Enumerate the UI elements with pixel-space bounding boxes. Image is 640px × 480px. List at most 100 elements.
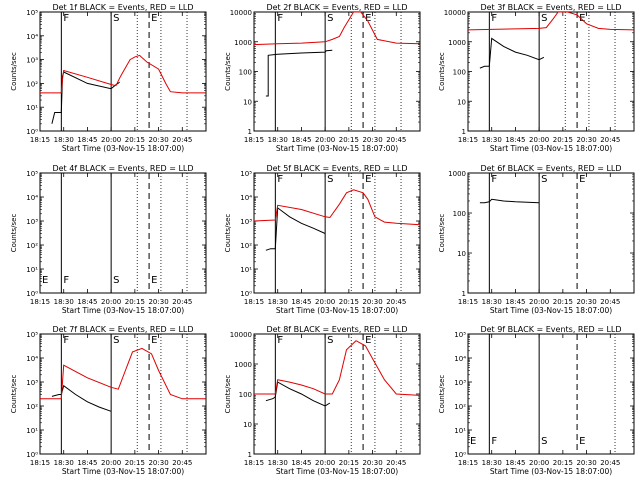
panel-title: Det 1f BLACK = Events, RED = LLD bbox=[52, 3, 193, 12]
x-tick-label: 18:30 bbox=[482, 459, 502, 467]
y-tick-label: 10² bbox=[26, 403, 38, 411]
y-tick-label: 1 bbox=[248, 128, 252, 136]
y-tick-label: 10³ bbox=[454, 379, 466, 387]
x-tick-label: 18:30 bbox=[54, 136, 74, 144]
x-tick-label: 18:45 bbox=[77, 459, 97, 467]
x-tick-label: 18:30 bbox=[54, 459, 74, 467]
x-tick-label: 18:45 bbox=[505, 298, 525, 306]
marker-label-f: F bbox=[63, 275, 69, 286]
y-tick-label: 10⁰ bbox=[26, 128, 38, 136]
marker-label-s: S bbox=[113, 335, 119, 346]
x-tick-label: 20:30 bbox=[576, 136, 596, 144]
y-tick-label: 1000 bbox=[448, 39, 466, 47]
y-tick-label: 10³ bbox=[26, 379, 38, 387]
y-tick-label: 10⁴ bbox=[26, 33, 38, 41]
panel-det-6: Det 6f BLACK = Events, RED = LLD 1 10 100 10… bbox=[438, 164, 635, 315]
x-axis-title: Start Time (03-Nov-15 18:07:00) bbox=[62, 144, 184, 153]
series-lld-line bbox=[254, 189, 420, 226]
x-tick-label: 18:30 bbox=[482, 136, 502, 144]
y-tick-label: 10 bbox=[457, 98, 466, 106]
x-tick-label: 20:45 bbox=[600, 298, 620, 306]
x-tick-label: 18:45 bbox=[77, 136, 97, 144]
marker-label-f: F bbox=[63, 335, 69, 346]
marker-label-s: S bbox=[541, 13, 547, 24]
panel-det-9: Det 9f BLACK = Events, RED = LLD 10⁰ 10¹ 10… bbox=[438, 325, 635, 476]
x-tick-label: 18:45 bbox=[291, 298, 311, 306]
plot-frame bbox=[39, 11, 207, 132]
x-tick-label: 18:30 bbox=[54, 298, 74, 306]
y-tick-label: 10000 bbox=[230, 331, 252, 339]
y-tick-label: 10⁰ bbox=[26, 290, 38, 298]
series-events-line bbox=[265, 206, 326, 251]
y-axis-title: Counts/sec bbox=[224, 214, 232, 253]
series-events-line bbox=[479, 37, 545, 69]
marker-label-e: E bbox=[579, 436, 585, 447]
marker-label-s: S bbox=[327, 13, 333, 24]
y-tick-label: 10² bbox=[26, 242, 38, 250]
y-tick-label: 10³ bbox=[240, 218, 252, 226]
x-tick-label: 20:00 bbox=[315, 298, 335, 306]
x-tick-label: 20:15 bbox=[339, 298, 359, 306]
x-tick-label: 20:45 bbox=[172, 136, 192, 144]
panel-det-7: Det 7f BLACK = Events, RED = LLD 10⁰ 10¹ 10… bbox=[10, 325, 207, 476]
x-tick-label: 18:15 bbox=[244, 459, 264, 467]
y-tick-label: 10⁵ bbox=[26, 9, 38, 17]
series-lld-line bbox=[40, 54, 206, 94]
x-tick-label: 20:45 bbox=[172, 298, 192, 306]
marker-label-f: F bbox=[491, 13, 497, 24]
marker-label-s: S bbox=[327, 335, 333, 346]
y-tick-label: 10⁴ bbox=[240, 194, 252, 202]
x-axis-title: Start Time (03-Nov-15 18:07:00) bbox=[62, 306, 184, 315]
marker-label-f: F bbox=[277, 13, 283, 24]
x-tick-label: 20:45 bbox=[386, 136, 406, 144]
x-axis-title: Start Time (03-Nov-15 18:07:00) bbox=[490, 144, 612, 153]
y-tick-label: 10² bbox=[240, 242, 252, 250]
x-tick-label: 20:30 bbox=[362, 136, 382, 144]
series-lld-line bbox=[254, 340, 420, 396]
y-tick-label: 10¹ bbox=[240, 266, 252, 274]
y-tick-label: 1 bbox=[248, 451, 252, 459]
x-axis-title: Start Time (03-Nov-15 18:07:00) bbox=[490, 467, 612, 476]
y-tick-label: 10² bbox=[26, 80, 38, 88]
x-tick-label: 18:15 bbox=[30, 298, 50, 306]
x-tick-label: 20:15 bbox=[553, 298, 573, 306]
y-tick-label: 10⁴ bbox=[26, 194, 38, 202]
plot-frame bbox=[253, 11, 421, 132]
y-tick-label: 1 bbox=[462, 290, 466, 298]
x-tick-label: 20:15 bbox=[125, 298, 145, 306]
x-tick-label: 18:45 bbox=[505, 459, 525, 467]
x-tick-label: 20:00 bbox=[101, 136, 121, 144]
series-lld-line bbox=[40, 347, 206, 400]
panel-title: Det 6f BLACK = Events, RED = LLD bbox=[480, 164, 621, 173]
series-lld-line bbox=[254, 12, 420, 46]
y-tick-label: 1 bbox=[462, 128, 466, 136]
x-axis-title: Start Time (03-Nov-15 18:07:00) bbox=[276, 306, 398, 315]
x-tick-label: 18:30 bbox=[268, 459, 288, 467]
x-tick-label: 20:15 bbox=[553, 459, 573, 467]
panel-title: Det 3f BLACK = Events, RED = LLD bbox=[480, 3, 621, 12]
y-tick-label: 10⁵ bbox=[240, 170, 252, 178]
x-tick-label: 18:45 bbox=[291, 459, 311, 467]
x-tick-label: 18:30 bbox=[268, 136, 288, 144]
y-tick-label: 10⁵ bbox=[454, 331, 466, 339]
y-tick-label: 10¹ bbox=[26, 427, 38, 435]
x-tick-label: 20:15 bbox=[553, 136, 573, 144]
x-tick-label: 20:00 bbox=[315, 459, 335, 467]
marker-label-f: F bbox=[277, 335, 283, 346]
x-tick-label: 20:30 bbox=[576, 298, 596, 306]
y-tick-label: 1000 bbox=[448, 170, 466, 178]
series-events-line bbox=[265, 49, 333, 97]
y-tick-label: 10⁰ bbox=[240, 290, 252, 298]
marker-label-e: E bbox=[151, 275, 157, 286]
x-tick-label: 20:30 bbox=[148, 136, 168, 144]
y-axis-title: Counts/sec bbox=[10, 214, 18, 253]
x-tick-label: 18:30 bbox=[268, 298, 288, 306]
y-tick-label: 10 bbox=[243, 98, 252, 106]
x-axis-title: Start Time (03-Nov-15 18:07:00) bbox=[62, 467, 184, 476]
plot-frame bbox=[253, 333, 421, 455]
x-tick-label: 18:45 bbox=[77, 298, 97, 306]
y-tick-label: 10⁴ bbox=[26, 355, 38, 363]
x-tick-label: 18:15 bbox=[30, 136, 50, 144]
x-axis-title: Start Time (03-Nov-15 18:07:00) bbox=[490, 306, 612, 315]
